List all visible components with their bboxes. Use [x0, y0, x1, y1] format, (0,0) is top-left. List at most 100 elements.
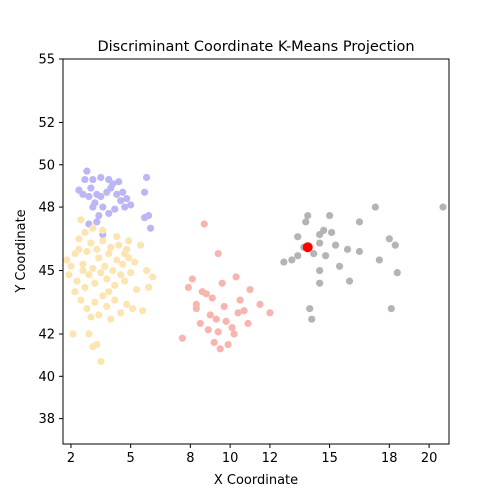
data-point [294, 233, 302, 241]
cluster-series-3 [178, 220, 274, 353]
data-point [123, 300, 131, 308]
x-tick-label: 8 [186, 451, 194, 466]
data-point [393, 269, 401, 277]
data-point [230, 330, 238, 338]
data-point [111, 296, 119, 304]
data-point [244, 319, 252, 328]
data-point [97, 192, 105, 201]
data-point [288, 256, 296, 264]
data-point [123, 195, 131, 203]
data-point [105, 288, 113, 296]
data-point [83, 247, 91, 256]
data-point [107, 184, 115, 192]
data-point [101, 262, 109, 270]
data-point [142, 173, 151, 182]
data-point [216, 345, 224, 353]
y-tick-label: 48 [38, 201, 55, 216]
data-point [113, 190, 121, 198]
data-point [79, 190, 87, 198]
data-point [137, 241, 145, 249]
data-point [310, 250, 318, 258]
data-point [107, 315, 115, 323]
data-point [97, 269, 105, 277]
data-point [302, 218, 310, 226]
data-point [77, 296, 85, 304]
x-tick-label: 15 [321, 451, 338, 466]
cluster-series-4 [280, 203, 447, 323]
data-point [93, 218, 101, 226]
data-point [198, 288, 206, 296]
x-axis: 2 5 8 10 12 15 18 20 [67, 444, 437, 466]
data-point [144, 283, 153, 292]
data-point [99, 226, 107, 234]
data-point [391, 241, 399, 249]
data-point [93, 245, 101, 253]
data-point [73, 277, 81, 285]
centroid-point [302, 242, 313, 253]
cluster-series-1 [75, 167, 155, 239]
y-tick-label: 45 [38, 264, 55, 279]
data-point [355, 218, 364, 226]
data-point [113, 233, 121, 241]
data-point [99, 237, 107, 245]
data-point [196, 319, 204, 328]
data-point [105, 209, 113, 218]
data-point [214, 328, 222, 336]
x-axis-label: X Coordinate [214, 473, 298, 488]
data-point [220, 302, 228, 311]
data-point [99, 203, 107, 211]
data-marks [63, 167, 447, 366]
data-point [89, 203, 97, 211]
plot-frame [62, 58, 450, 445]
data-point [208, 294, 216, 302]
data-point [200, 220, 208, 228]
data-point [71, 288, 79, 296]
data-point [192, 300, 200, 308]
data-point [77, 216, 85, 224]
data-point [140, 188, 149, 196]
data-point [109, 266, 117, 275]
data-point [294, 252, 302, 260]
data-point [103, 302, 111, 311]
x-tick-label: 18 [381, 451, 398, 466]
y-tick-label: 50 [38, 158, 55, 173]
data-point [117, 197, 125, 205]
data-point [87, 239, 95, 247]
data-point [121, 250, 129, 258]
data-point [127, 269, 135, 277]
data-point [85, 330, 93, 338]
data-point [93, 340, 101, 349]
data-point [138, 307, 147, 315]
data-point [115, 178, 123, 186]
data-point [67, 262, 75, 270]
data-point [335, 262, 344, 270]
y-tick-label: 52 [38, 116, 55, 131]
data-point [240, 307, 248, 315]
data-point [89, 264, 97, 273]
data-point [107, 243, 115, 251]
data-point [105, 250, 113, 258]
data-point [142, 266, 151, 275]
data-point [218, 279, 226, 287]
data-point [87, 313, 95, 321]
data-point [131, 258, 139, 266]
data-point [246, 285, 254, 294]
data-point [65, 271, 73, 279]
data-point [111, 205, 119, 213]
y-axis: 38 40 42 45 48 50 52 55 [38, 53, 63, 427]
data-point [97, 173, 105, 182]
data-point [371, 203, 379, 211]
data-point [121, 277, 129, 285]
data-point [184, 283, 192, 292]
data-point [117, 271, 125, 279]
data-point [121, 203, 129, 211]
data-point [127, 201, 135, 209]
data-point [95, 311, 103, 319]
data-point [133, 285, 141, 294]
data-point [228, 324, 236, 332]
data-point [224, 340, 232, 349]
data-point [144, 211, 153, 220]
data-point [304, 211, 312, 220]
data-point [97, 357, 105, 366]
